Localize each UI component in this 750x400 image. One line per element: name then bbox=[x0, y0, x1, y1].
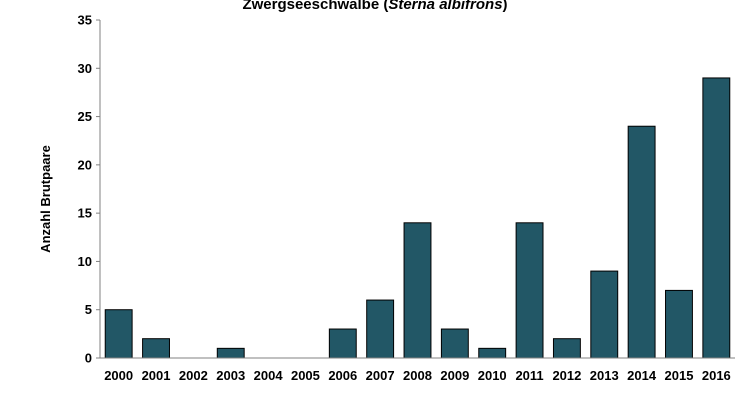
x-tick-label: 2014 bbox=[627, 368, 657, 383]
y-tick-label: 5 bbox=[85, 302, 92, 317]
x-tick-label: 2001 bbox=[142, 368, 171, 383]
bar-2008 bbox=[403, 222, 432, 359]
bar-2013 bbox=[590, 270, 619, 359]
bar-2003 bbox=[216, 347, 245, 359]
x-tick-label: 2002 bbox=[179, 368, 208, 383]
y-tick-label: 25 bbox=[78, 109, 92, 124]
x-tick-label: 2009 bbox=[440, 368, 469, 383]
x-tick-label: 2015 bbox=[665, 368, 694, 383]
y-axis-ticks: 0 5 10 15 20 25 30 35 bbox=[78, 13, 100, 366]
y-axis-label: Anzahl Brutpaare bbox=[38, 145, 53, 253]
x-tick-label: 2012 bbox=[552, 368, 581, 383]
chart-title: Zwergseeschwalbe (Sterna albifrons) bbox=[242, 0, 508, 13]
bar-2016 bbox=[702, 77, 731, 359]
x-tick-label: 2000 bbox=[104, 368, 133, 383]
x-tick-label: 2016 bbox=[702, 368, 731, 383]
y-tick-label: 20 bbox=[78, 157, 92, 172]
bar-2007 bbox=[366, 299, 395, 359]
bar-2006 bbox=[328, 328, 357, 359]
bar-2000 bbox=[104, 309, 133, 359]
x-tick-label: 2004 bbox=[254, 368, 284, 383]
x-tick-label: 2006 bbox=[328, 368, 357, 383]
x-axis-ticks: 2000 2001 2002 2003 2004 2005 2006 2007 2008 2009… bbox=[104, 368, 731, 383]
x-tick-label: 2005 bbox=[291, 368, 320, 383]
x-tick-label: 2007 bbox=[366, 368, 395, 383]
x-tick-label: 2003 bbox=[216, 368, 245, 383]
y-tick-label: 0 bbox=[85, 351, 92, 366]
bar-2011 bbox=[515, 222, 544, 359]
bar-2015 bbox=[665, 289, 693, 359]
bar-2014 bbox=[627, 125, 656, 359]
bar-2001 bbox=[142, 338, 170, 359]
x-tick-label: 2008 bbox=[403, 368, 432, 383]
x-tick-label: 2011 bbox=[515, 368, 543, 383]
bar-2009 bbox=[440, 328, 469, 359]
bar-2010 bbox=[478, 347, 507, 359]
x-tick-label: 2010 bbox=[478, 368, 507, 383]
y-tick-label: 15 bbox=[78, 206, 92, 221]
bars bbox=[104, 77, 731, 359]
y-tick-label: 35 bbox=[78, 13, 92, 28]
x-tick-label: 2013 bbox=[590, 368, 619, 383]
bar-2012 bbox=[552, 338, 581, 359]
y-tick-label: 10 bbox=[78, 254, 92, 269]
y-tick-label: 30 bbox=[78, 61, 92, 76]
